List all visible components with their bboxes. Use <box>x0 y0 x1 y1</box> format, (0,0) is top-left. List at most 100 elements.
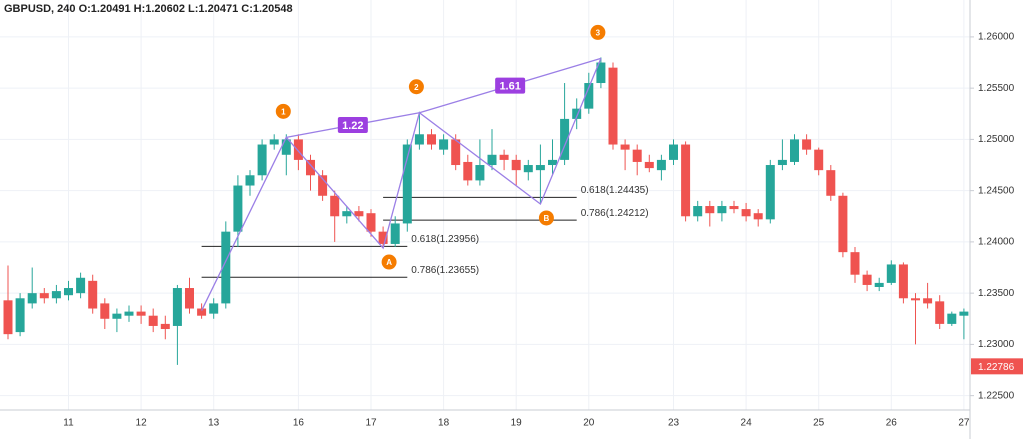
fib-label: 0.618(1.23956) <box>411 234 479 245</box>
candle-body <box>51 291 61 299</box>
candle-body <box>197 308 207 316</box>
candle-body <box>959 311 969 316</box>
candle-body <box>838 195 848 253</box>
x-tick-label: 12 <box>136 418 148 429</box>
candle-body <box>705 206 715 214</box>
point-marker <box>590 24 606 40</box>
x-tick-label: 19 <box>511 418 523 429</box>
ratio-label: 1.61 <box>499 80 520 92</box>
point-label: B <box>544 214 550 223</box>
candle-body <box>3 300 13 335</box>
candle-body <box>656 159 666 171</box>
candle-body <box>293 139 303 160</box>
candle-body <box>826 170 836 196</box>
candle-body <box>172 288 182 326</box>
candle-body <box>802 139 812 150</box>
fib-levels: 0.618(1.23956) 0.786(1.23655) 0.618(1.2443… <box>201 185 649 278</box>
x-tick-label: 11 <box>63 418 74 429</box>
candle-body <box>185 288 194 309</box>
candle-body <box>523 165 533 173</box>
candle-body <box>777 159 787 166</box>
candle-body <box>874 282 884 287</box>
candle-body <box>27 293 37 304</box>
x-tick-label: 16 <box>293 418 305 429</box>
point-label: 2 <box>414 83 419 92</box>
candle-body <box>790 139 799 162</box>
candle-body <box>693 206 703 217</box>
candle-body <box>306 159 315 176</box>
y-tick-label: 1.25000 <box>978 134 1015 145</box>
candle-body <box>487 154 497 166</box>
candle-body <box>136 311 146 316</box>
x-tick-label: 25 <box>813 418 825 429</box>
x-tick-label: 13 <box>208 418 220 429</box>
x-tick-label: 20 <box>583 418 595 429</box>
candle-body <box>318 175 328 196</box>
candle-body <box>76 277 86 294</box>
candle-body <box>342 211 352 217</box>
x-tick-label: 24 <box>741 418 753 429</box>
current-price-box <box>971 358 1023 375</box>
candle-body <box>124 311 134 316</box>
candle-body <box>209 303 219 314</box>
y-tick-label: 1.26000 <box>978 32 1015 43</box>
candle-body <box>669 144 678 160</box>
y-tick-label: 1.25500 <box>978 83 1015 94</box>
candle-body <box>741 209 751 217</box>
point-marker <box>275 103 291 119</box>
point-label: A <box>386 258 392 267</box>
candle-body <box>160 323 170 330</box>
point-label: 3 <box>596 29 601 38</box>
candle-body <box>148 315 158 326</box>
candle-body <box>233 185 243 232</box>
candle-body <box>390 223 400 244</box>
candle-body <box>886 264 896 283</box>
candle-body <box>378 231 388 244</box>
current-price-label: 1.22786 <box>978 362 1015 373</box>
pattern: 1.22 1.61 1 A 2 B 3 <box>201 24 606 311</box>
candle-body <box>620 144 630 150</box>
candle-body <box>64 288 73 296</box>
point-label: 1 <box>281 107 286 116</box>
candle-body <box>898 264 908 299</box>
candle-body <box>572 108 582 119</box>
candle-body <box>15 298 25 333</box>
candle-body <box>475 165 485 181</box>
candle-body <box>499 154 509 160</box>
point-marker <box>538 210 554 226</box>
candle-body <box>850 252 860 275</box>
candle-body <box>717 206 727 214</box>
candle-body <box>439 139 449 150</box>
candle-body <box>923 298 933 304</box>
candle-body <box>330 195 340 217</box>
point-marker <box>408 79 424 95</box>
y-tick-label: 1.23500 <box>978 288 1015 299</box>
candle-body <box>608 67 618 145</box>
y-tick-label: 1.23000 <box>978 339 1015 350</box>
candle-body <box>584 83 594 109</box>
candle-body <box>681 144 691 217</box>
candle-body <box>281 139 291 155</box>
candle-body <box>560 118 570 160</box>
candle-body <box>112 313 122 319</box>
candle-body <box>88 280 98 309</box>
candle-body <box>632 149 642 162</box>
candle-body <box>644 161 654 169</box>
candle-body <box>535 165 545 171</box>
candle-body <box>729 206 739 210</box>
candle-body <box>366 213 376 232</box>
fib-label: 0.786(1.23655) <box>411 265 479 276</box>
chart-title: GBPUSD, 240 O:1.20491 H:1.20602 L:1.2047… <box>4 3 293 15</box>
x-tick-label: 17 <box>365 418 377 429</box>
candle-body <box>596 62 606 84</box>
candle-body <box>765 165 775 220</box>
ratio-label: 1.22 <box>342 120 363 132</box>
candle-body <box>257 144 267 176</box>
candle-body <box>935 301 945 324</box>
fib-label: 0.618(1.24435) <box>581 185 649 196</box>
x-tick-label: 27 <box>958 418 970 429</box>
x-tick-label: 23 <box>668 418 680 429</box>
ratio-box <box>495 77 526 94</box>
